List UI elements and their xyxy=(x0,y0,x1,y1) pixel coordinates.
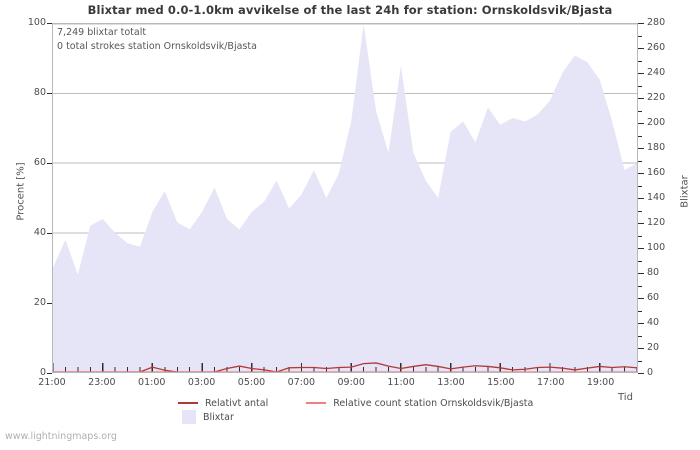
x-axis-tick-label: 03:00 xyxy=(187,377,216,388)
legend-line-swatch-icon xyxy=(306,402,327,404)
y-axis-tick-right: 20 xyxy=(647,342,660,353)
y-axis-tick-mark-right xyxy=(638,323,644,324)
y-axis-tick-mark-right xyxy=(638,335,642,337)
y-axis-tick-mark-right xyxy=(638,110,642,112)
legend-label: Relative count station Ornskoldsvik/Bjas… xyxy=(333,397,534,409)
plot-canvas xyxy=(53,24,637,372)
y-axis-tick-right: 240 xyxy=(647,67,666,78)
y-axis-tick-mark-right xyxy=(638,223,644,224)
y-axis-tick-mark-left xyxy=(47,233,52,234)
y-axis-tick-mark-right xyxy=(638,173,644,174)
y-axis-tick-mark-right xyxy=(638,135,642,137)
x-axis-tick-label: 07:00 xyxy=(287,377,316,388)
y-axis-tick-right: 40 xyxy=(647,317,660,328)
y-axis-title-left: Procent [%] xyxy=(15,162,27,221)
y-axis-tick-right: 120 xyxy=(647,217,666,228)
y-axis-tick-mark-left xyxy=(47,373,52,374)
y-axis-tick-right: 100 xyxy=(647,242,666,253)
y-axis-tick-mark-right xyxy=(638,210,642,212)
plot-area xyxy=(52,23,638,373)
y-axis-tick-right: 180 xyxy=(647,142,666,153)
x-axis-tick-label: 19:00 xyxy=(586,377,615,388)
y-axis-tick-mark-right xyxy=(638,73,644,74)
y-axis-tick-mark-right xyxy=(638,248,644,249)
x-axis-tick-label: 09:00 xyxy=(337,377,365,388)
y-axis-tick-mark-right xyxy=(638,35,642,37)
chart-title: Blixtar med 0.0-1.0km avvikelse of the l… xyxy=(87,3,613,17)
legend-label: Blixtar xyxy=(203,411,234,423)
y-axis-tick-mark-right xyxy=(638,260,642,262)
y-axis-tick-left: 20 xyxy=(33,297,46,308)
y-axis-tick-mark-right xyxy=(638,235,642,237)
y-axis-tick-mark-right xyxy=(638,273,644,274)
legend-row-1: Relativt antal Relative count station Or… xyxy=(178,396,598,410)
x-axis-tick-label: 01:00 xyxy=(138,377,166,388)
x-axis-tick-label: 13:00 xyxy=(437,377,465,388)
y-axis-tick-right: 140 xyxy=(647,192,666,203)
y-axis-tick-left: 80 xyxy=(33,87,46,98)
y-axis-tick-mark-left xyxy=(47,23,52,24)
y-axis-tick-mark-right xyxy=(638,298,644,299)
y-axis-tick-mark-right xyxy=(638,310,642,312)
chart-legend: Relativt antal Relative count station Or… xyxy=(178,396,598,424)
y-axis-tick-right: 260 xyxy=(647,42,666,53)
y-axis-tick-mark-right xyxy=(638,373,644,374)
y-axis-tick-left: 60 xyxy=(33,157,46,168)
x-axis-tick-label: 11:00 xyxy=(387,377,415,388)
y-axis-tick-mark-right xyxy=(638,123,644,124)
y-axis-tick-mark-right xyxy=(638,98,644,99)
y-axis-title-right: Blixtar xyxy=(679,175,691,208)
x-axis-tick-label: 17:00 xyxy=(537,377,565,388)
x-axis-tick-label: 21:00 xyxy=(38,377,66,388)
watermark-text: www.lightningmaps.org xyxy=(5,431,117,442)
x-axis-tick-label: 23:00 xyxy=(88,377,116,388)
y-axis-tick-right: 160 xyxy=(647,167,666,178)
y-axis-tick-mark-right xyxy=(638,285,642,287)
x-axis-tick-label: 15:00 xyxy=(487,377,515,388)
legend-box-swatch-icon xyxy=(182,410,196,424)
y-axis-tick-mark-right xyxy=(638,160,642,162)
legend-line-swatch-icon xyxy=(178,402,198,404)
y-axis-tick-mark-right xyxy=(638,360,642,362)
y-axis-tick-right: 80 xyxy=(647,267,660,278)
y-axis-tick-right: 60 xyxy=(647,292,660,303)
y-axis-tick-mark-right xyxy=(638,23,644,24)
y-axis-tick-mark-right xyxy=(638,85,642,87)
legend-row-2: Blixtar xyxy=(178,410,598,424)
legend-item-relativt-antal[interactable]: Relativt antal xyxy=(178,398,268,409)
x-axis-title: Tid xyxy=(618,392,633,403)
y-axis-tick-mark-right xyxy=(638,148,644,149)
legend-label: Relativt antal xyxy=(205,397,269,409)
y-axis-tick-left: 0 xyxy=(39,367,46,378)
y-axis-tick-mark-right xyxy=(638,185,642,187)
y-axis-tick-mark-left xyxy=(47,93,52,94)
legend-item-blixtar[interactable]: Blixtar xyxy=(178,410,234,424)
legend-item-relative-count-station[interactable]: Relative count station Ornskoldsvik/Bjas… xyxy=(306,398,533,409)
x-axis-tick-label: 05:00 xyxy=(237,377,266,388)
y-axis-tick-mark-right xyxy=(638,198,644,199)
y-axis-tick-right: 200 xyxy=(647,117,666,128)
y-axis-tick-right: 280 xyxy=(647,17,666,28)
y-axis-tick-right: 220 xyxy=(647,92,666,103)
y-axis-tick-mark-left xyxy=(47,163,52,164)
y-axis-tick-mark-left xyxy=(47,303,52,304)
y-axis-tick-mark-right xyxy=(638,60,642,62)
y-axis-tick-mark-right xyxy=(638,48,644,49)
y-axis-tick-left: 100 xyxy=(27,17,46,28)
y-axis-tick-right: 0 xyxy=(647,367,654,378)
y-axis-tick-left: 40 xyxy=(33,227,46,238)
y-axis-tick-mark-right xyxy=(638,348,644,349)
